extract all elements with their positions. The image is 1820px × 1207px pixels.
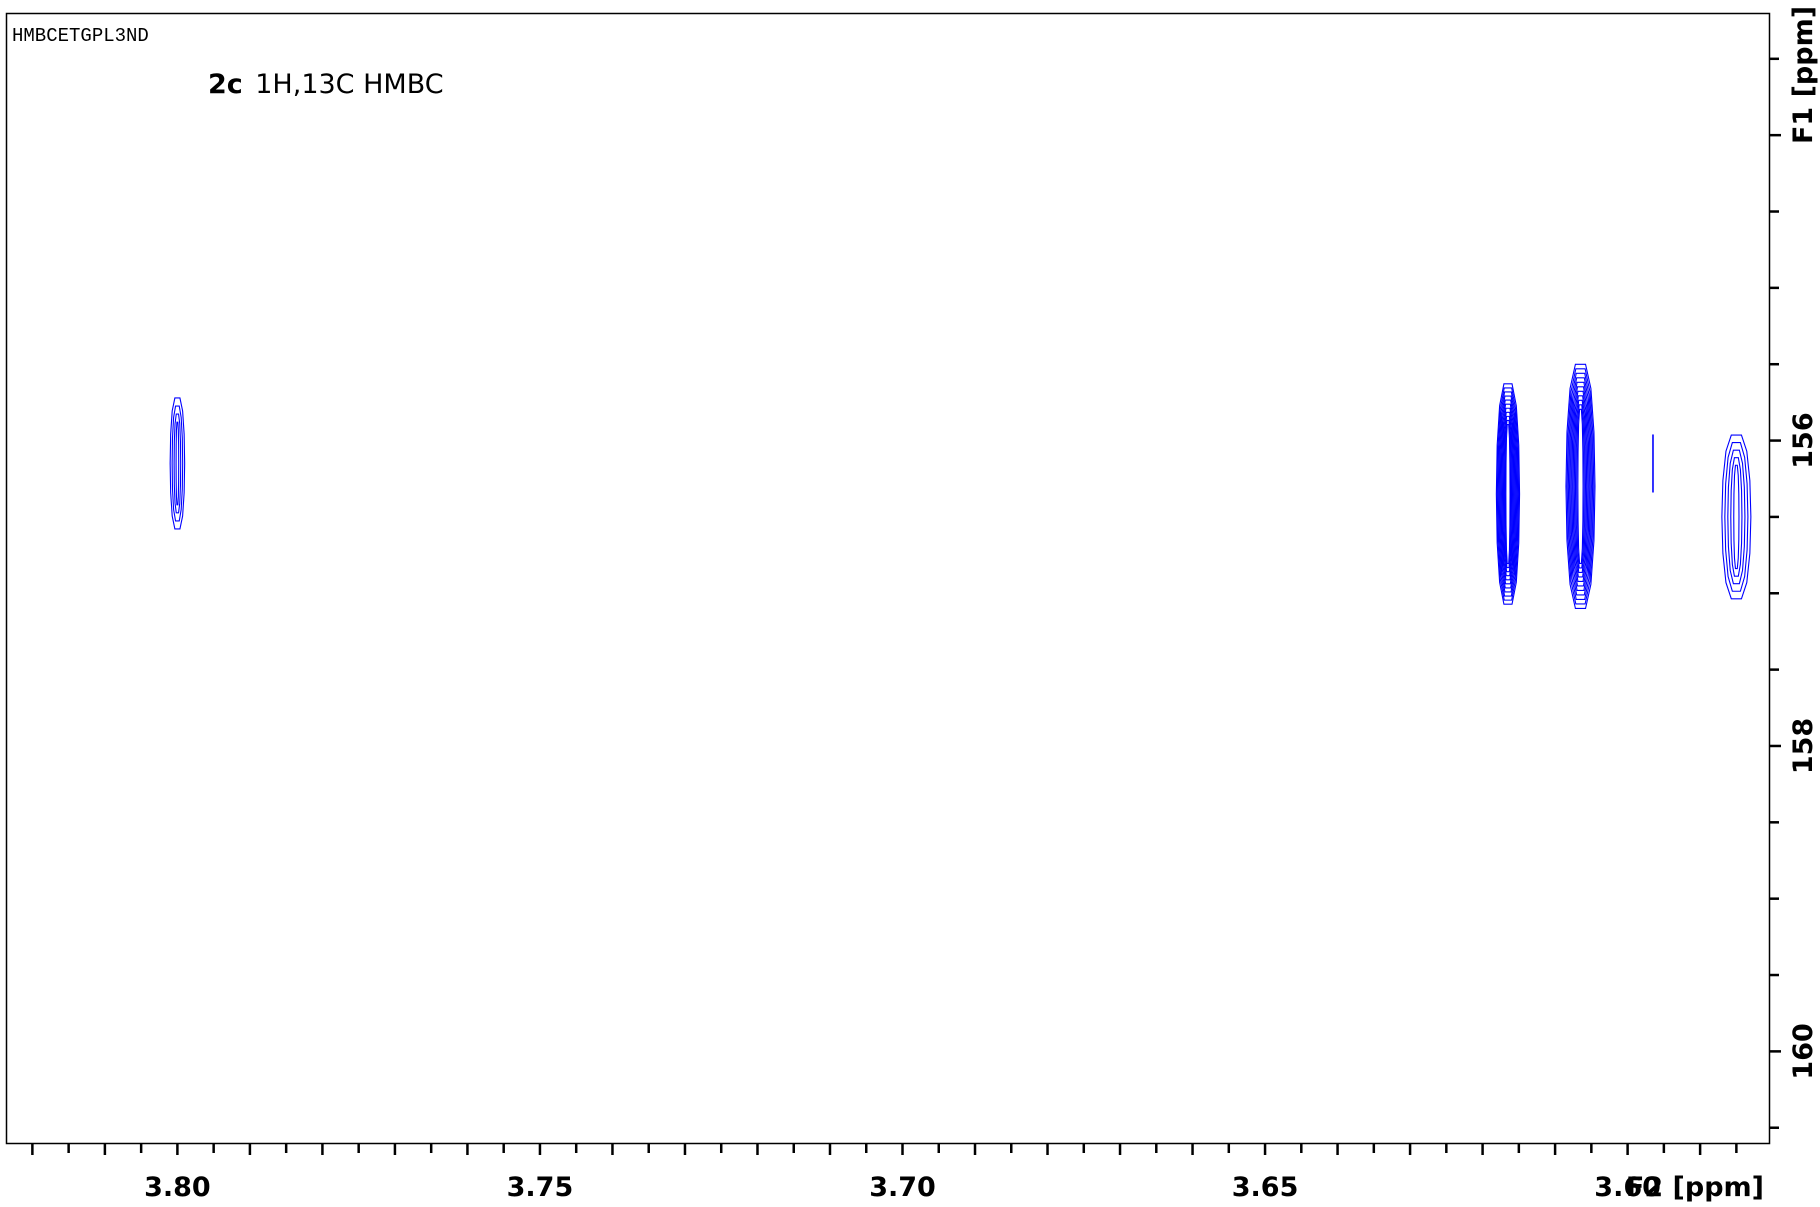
contour-level (1721, 434, 1752, 600)
contour-level (1505, 423, 1511, 565)
contour-level (1501, 407, 1515, 581)
compound-label: 2c (208, 69, 243, 100)
contour-level (175, 421, 180, 506)
contour-level (1570, 381, 1591, 591)
contour-level (1502, 411, 1514, 577)
x-tick-label: 3.75 (507, 1172, 574, 1203)
contour-level (1568, 377, 1592, 596)
contour-level (1730, 457, 1743, 577)
contour-peaks (169, 363, 1752, 610)
x-tick-label: 3.70 (869, 1172, 936, 1203)
contour-level (1727, 449, 1746, 585)
contour-level (171, 405, 184, 522)
spectrum-title: 2c 1H,13C HMBC (208, 69, 444, 100)
contour-level (1571, 386, 1590, 587)
x-axis: 3.80 3.75 3.70 3.65 3.60 (31, 1143, 1738, 1203)
x-tick-label: 3.60 (1594, 1172, 1661, 1203)
contour-level (1498, 395, 1518, 593)
y-tick-label: 156 (1788, 412, 1819, 468)
y-tick-label: 158 (1788, 718, 1819, 774)
y-axis-title: F1 [ppm] (1788, 6, 1819, 144)
contour-level (1500, 403, 1516, 585)
contour-peak (1495, 383, 1521, 605)
contour-level (1503, 415, 1513, 573)
contour-level (1577, 408, 1584, 564)
contour-level (1574, 399, 1587, 573)
contour-level (173, 413, 182, 514)
experiment-label: 1H,13C HMBC (255, 69, 443, 100)
x-tick-label: 3.80 (144, 1172, 211, 1203)
contour-peak (1565, 363, 1596, 610)
contour-level (1499, 399, 1517, 589)
contour-level (1572, 390, 1589, 582)
contour-level (1733, 464, 1740, 570)
contour-level (1573, 395, 1588, 578)
contour-level (1495, 383, 1521, 605)
y-tick-label: 160 (1788, 1023, 1819, 1079)
contour-level (1504, 419, 1512, 569)
contour-level (1566, 368, 1595, 605)
contour-level (1576, 404, 1585, 569)
contour-level (1567, 372, 1594, 601)
contour-level (169, 397, 186, 530)
contour-level (1497, 391, 1519, 597)
plot-frame (5, 12, 1771, 1145)
contour-peak (1721, 434, 1752, 600)
y-axis: 156 158 160 (1769, 57, 1819, 1129)
contour-peak (169, 397, 186, 530)
x-tick-label: 3.65 (1232, 1172, 1299, 1203)
contour-level (1565, 363, 1596, 610)
x-axis-title: F2 [ppm] (1626, 1172, 1764, 1203)
contour-level (1724, 442, 1749, 592)
contour-level (1496, 387, 1520, 601)
pulse-program-label: HMBCETGPL3ND (12, 25, 149, 47)
